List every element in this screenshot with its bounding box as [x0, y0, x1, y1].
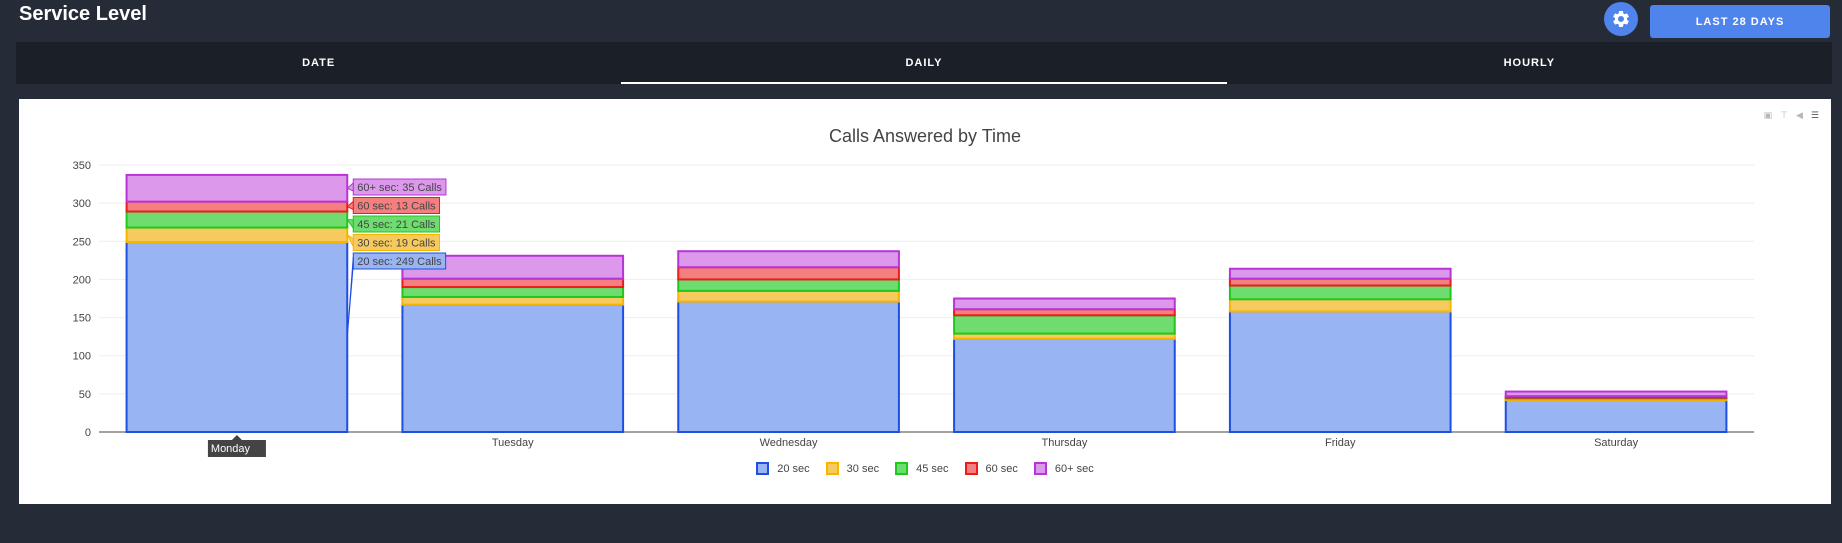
- chart-panel: ▣ ⊤ ◀ ☰ Calls Answered by Time 0 50 100 150…: [19, 99, 1831, 504]
- x-tick-label: Saturday: [1594, 437, 1639, 449]
- bar-segment[interactable]: [677, 289, 900, 303]
- y-tick-label: 100: [73, 351, 91, 363]
- bar-segment[interactable]: [1504, 398, 1728, 433]
- bar-segment[interactable]: [125, 210, 349, 229]
- legend-label: 20 sec: [777, 462, 810, 475]
- legend-item[interactable]: 30 sec: [825, 462, 880, 475]
- legend-item[interactable]: 60+ sec: [1033, 462, 1094, 475]
- legend-swatch: [964, 462, 978, 475]
- y-tick-label: 0: [85, 427, 91, 439]
- zoom-icon[interactable]: ⊤: [1780, 110, 1788, 120]
- top-bar: Service Level LAST 28 DAYS: [0, 0, 1842, 40]
- bar-segment[interactable]: [953, 337, 1176, 433]
- menu-icon[interactable]: ☰: [1810, 110, 1819, 120]
- bar-segment[interactable]: [1228, 284, 1452, 301]
- hover-label: 20 sec: 249 Calls: [346, 252, 447, 338]
- legend-swatch: [895, 462, 909, 475]
- y-tick-label: 300: [73, 198, 91, 210]
- legend-item[interactable]: 45 sec: [895, 462, 949, 475]
- y-tick-label: 50: [79, 389, 91, 401]
- chart-modebar: ▣ ⊤ ◀ ☰: [1764, 111, 1819, 120]
- bar-segment[interactable]: [401, 295, 625, 306]
- hover-label-text: 60 sec: 13 Calls: [357, 201, 436, 213]
- bar-segment[interactable]: [125, 200, 349, 213]
- hover-label: 30 sec: 19 Calls: [345, 233, 441, 251]
- bar-segment[interactable]: [401, 303, 625, 433]
- x-tick-label: Tuesday: [492, 437, 534, 449]
- settings-button[interactable]: [1604, 2, 1638, 36]
- hover-label-text: 20 sec: 249 Calls: [357, 256, 442, 268]
- tab-date[interactable]: DATE: [302, 57, 336, 69]
- hover-label-pointer: [346, 181, 354, 192]
- legend-swatch: [1033, 462, 1047, 475]
- bar-segment[interactable]: [1504, 390, 1728, 398]
- y-tick-label: 350: [73, 160, 91, 172]
- gear-icon: [1611, 9, 1631, 29]
- legend-label: 30 sec: [846, 462, 880, 475]
- legend-label: 45 sec: [916, 462, 949, 475]
- bar-segment[interactable]: [1228, 298, 1452, 313]
- x-tick-label: Friday: [1325, 437, 1356, 449]
- x-tick-label: Wednesday: [760, 437, 818, 449]
- page-title: Service Level: [19, 3, 147, 25]
- legend-label: 60 sec: [985, 462, 1018, 475]
- chart-title: Calls Answered by Time: [828, 126, 1022, 146]
- hover-label-pointer: [346, 256, 354, 338]
- bar-segment[interactable]: [953, 314, 1176, 335]
- legend-swatch: [756, 462, 770, 475]
- x-hover-tag-text: Monday: [211, 443, 251, 455]
- bar-segment[interactable]: [677, 250, 900, 269]
- hover-label: 60 sec: 13 Calls: [346, 197, 441, 214]
- bar-segment[interactable]: [401, 277, 625, 289]
- hover-label-pointer: [346, 218, 354, 230]
- tab-daily[interactable]: DAILY: [621, 42, 1227, 84]
- bar-segment[interactable]: [125, 173, 349, 203]
- x-hover-tag-pointer: [231, 435, 242, 440]
- x-tick-label: Thursday: [1041, 437, 1087, 449]
- legend-swatch: [825, 462, 839, 475]
- legend-item[interactable]: 60 sec: [964, 462, 1018, 475]
- bar-segment[interactable]: [953, 297, 1176, 311]
- bar-segment[interactable]: [1228, 277, 1452, 287]
- bar-segment[interactable]: [401, 286, 625, 298]
- tab-hourly[interactable]: HOURLY: [1503, 57, 1556, 69]
- y-tick-label: 200: [73, 274, 91, 286]
- hover-label-text: 30 sec: 19 Calls: [357, 238, 436, 250]
- legend-label: 60+ sec: [1054, 462, 1094, 475]
- hover-label-pointer: [345, 233, 354, 247]
- y-tick-label: 150: [73, 313, 91, 325]
- date-range-button[interactable]: LAST 28 DAYS: [1650, 5, 1830, 38]
- x-hover-tag-box: [207, 440, 266, 457]
- x-hover-tag: Monday: [207, 435, 266, 457]
- hover-label-text: 60+ sec: 35 Calls: [357, 182, 442, 194]
- legend-item[interactable]: 20 sec: [756, 462, 810, 475]
- hover-label-pointer: [346, 200, 354, 211]
- camera-icon[interactable]: ▣: [1763, 110, 1773, 120]
- chart-plot-area[interactable]: 0 50 100 150 200 250 300 350 Tuesday Wednesday Thu…: [19, 99, 1831, 504]
- chart-legend: 20 sec 30 sec 45 sec 60 sec 60+ sec: [19, 462, 1831, 475]
- hover-label: 45 sec: 21 Calls: [346, 215, 441, 233]
- hover-label: 60+ sec: 35 Calls: [346, 178, 447, 196]
- y-tick-label: 250: [73, 236, 91, 248]
- pan-icon[interactable]: ◀: [1796, 110, 1803, 120]
- bar-segment[interactable]: [677, 266, 900, 281]
- bar-segment[interactable]: [677, 300, 900, 433]
- bar-segment[interactable]: [125, 226, 349, 244]
- hover-label-text: 45 sec: 21 Calls: [357, 219, 436, 231]
- bar-segment[interactable]: [1228, 267, 1452, 280]
- bar-segment[interactable]: [1228, 310, 1452, 433]
- bar-segment[interactable]: [125, 241, 349, 433]
- view-tabs: DATE DAILY HOURLY: [16, 42, 1832, 84]
- bar-segment[interactable]: [677, 278, 900, 292]
